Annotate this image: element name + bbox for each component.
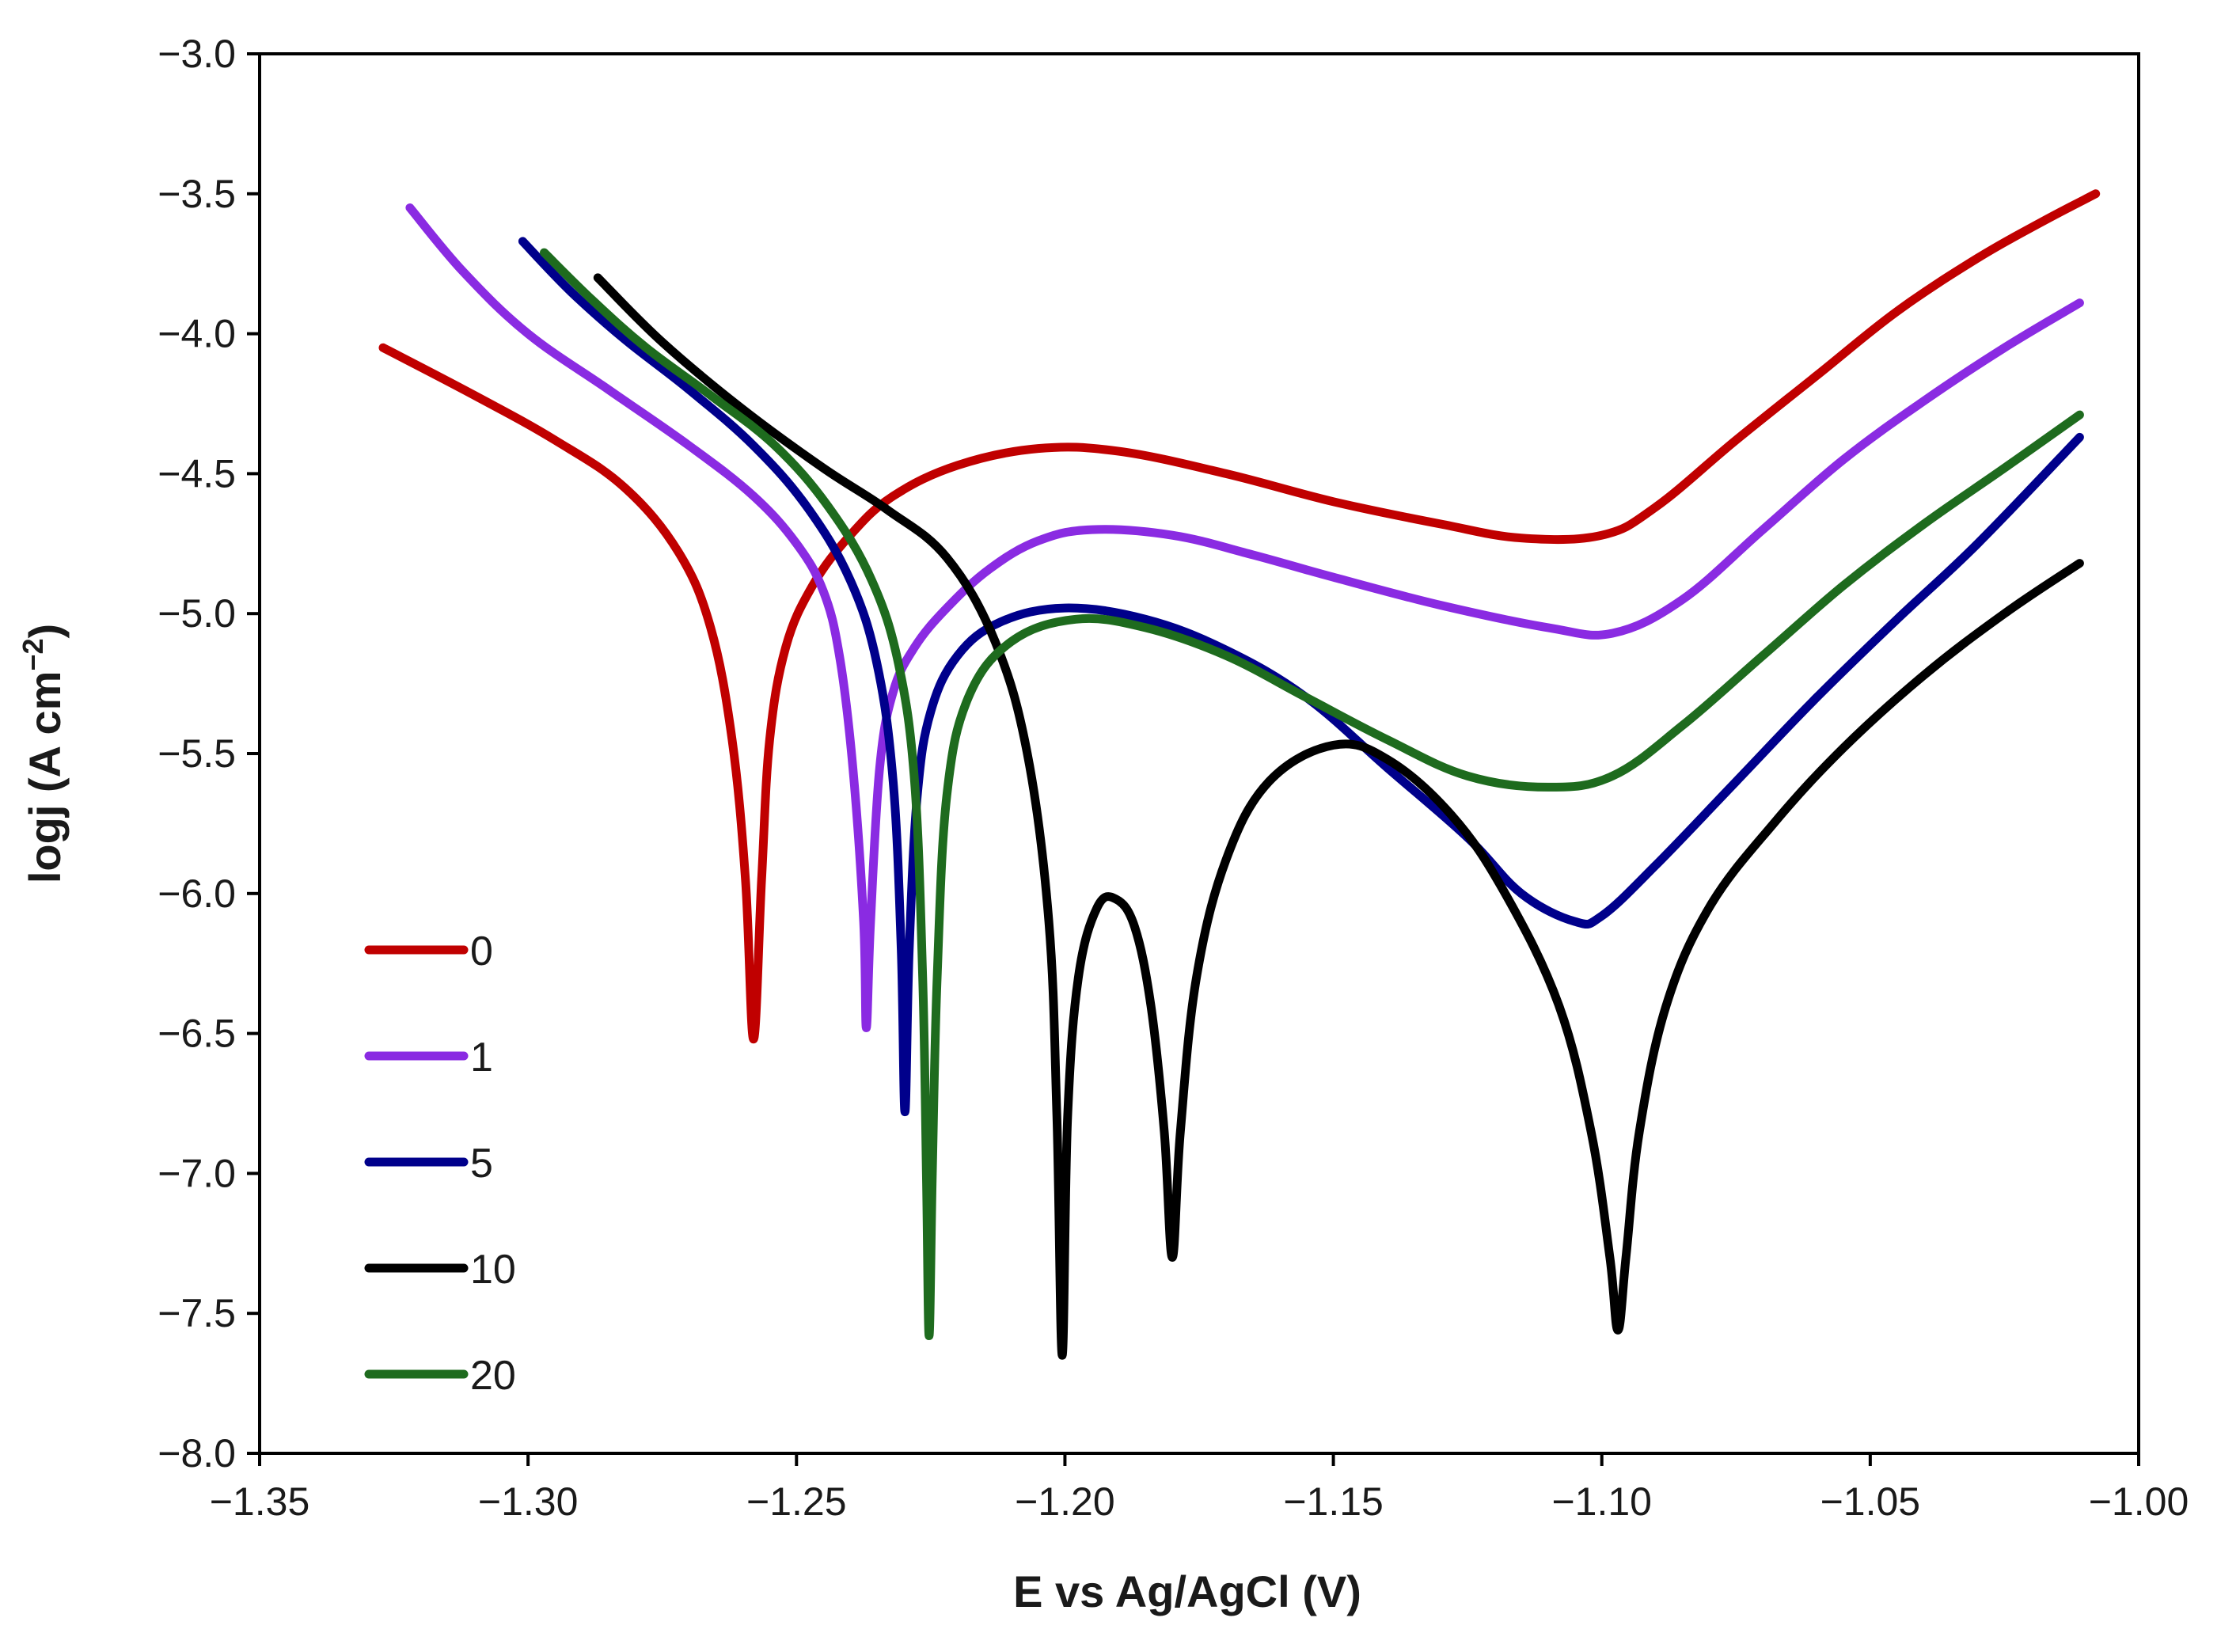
x-tick-label: −1.25 [746, 1479, 847, 1524]
y-tick-label: −4.0 [158, 312, 236, 356]
y-tick-label: −7.5 [158, 1291, 236, 1335]
legend-label-10: 10 [470, 1247, 516, 1293]
x-tick-label: −1.30 [478, 1479, 579, 1524]
x-tick-label: −1.05 [1820, 1479, 1921, 1524]
y-axis-title-close: ) [20, 624, 70, 639]
y-axis-title-superscript: −2 [17, 639, 49, 671]
y-tick-label: −4.5 [158, 451, 236, 496]
y-tick-label: −6.5 [158, 1012, 236, 1056]
series-line-20 [540, 248, 2084, 1340]
x-axis-ticks: −1.35 −1.30 −1.25 −1.20 −1.15 −1.10 −1.05 −1.00 [210, 1453, 2189, 1524]
x-axis-title: E vs Ag/AgCl (V) [1013, 1567, 1361, 1616]
x-tick-label: −1.15 [1283, 1479, 1384, 1524]
series-line-5 [518, 237, 2084, 1117]
y-tick-label: −3.5 [158, 172, 236, 216]
legend-label-1: 1 [470, 1035, 493, 1080]
legend-label-5: 5 [470, 1141, 493, 1187]
legend: 0 1 5 10 20 [364, 929, 516, 1399]
series-line-1 [405, 203, 2084, 1032]
y-tick-label: −7.0 [158, 1151, 236, 1195]
x-tick-label: −1.00 [2089, 1479, 2189, 1524]
y-axis-ticks: −3.0 −3.5 −4.0 −4.5 −5.0 −5.5 −6.0 −6.5 −7.0 −7.5… [158, 32, 260, 1475]
series-layer [378, 189, 2101, 1360]
y-axis-title-main: logj (A cm [20, 671, 70, 884]
y-axis-title: logj (A cm−2) [17, 624, 70, 883]
legend-label-0: 0 [470, 929, 493, 974]
series-line-0 [378, 189, 2101, 1044]
y-tick-label: −3.0 [158, 32, 236, 76]
x-tick-label: −1.35 [210, 1479, 310, 1524]
series-line-10 [593, 273, 2084, 1360]
x-tick-label: −1.20 [1015, 1479, 1115, 1524]
y-tick-label: −6.0 [158, 872, 236, 916]
x-tick-label: −1.10 [1551, 1479, 1652, 1524]
legend-label-20: 20 [470, 1353, 516, 1399]
y-tick-label: −5.0 [158, 591, 236, 636]
y-tick-label: −5.5 [158, 731, 236, 776]
y-tick-label: −8.0 [158, 1431, 236, 1475]
